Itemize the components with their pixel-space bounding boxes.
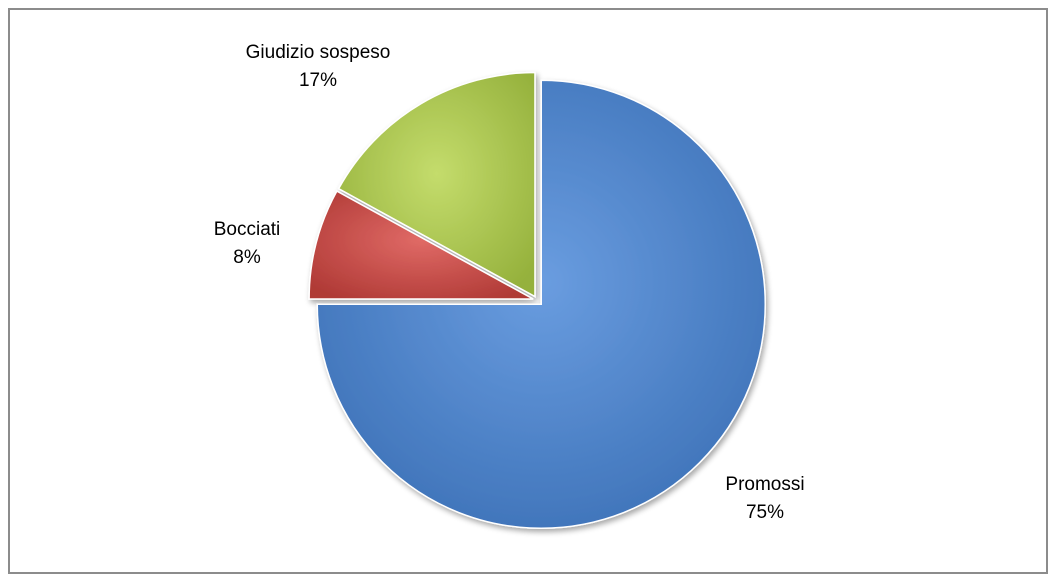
slice-label: Bocciati	[214, 219, 281, 240]
pie-slice-bocciati	[308, 190, 534, 300]
pie-slice-giudizio-sospeso	[337, 71, 536, 298]
slice-value-label: 8%	[233, 247, 261, 268]
slice-label: Promossi	[725, 474, 804, 495]
slice-label: Giudizio sospeso	[246, 42, 391, 63]
slice-value-label: 17%	[299, 70, 337, 91]
pie-slice-promossi	[316, 79, 766, 529]
slice-value-label: 75%	[746, 502, 784, 523]
